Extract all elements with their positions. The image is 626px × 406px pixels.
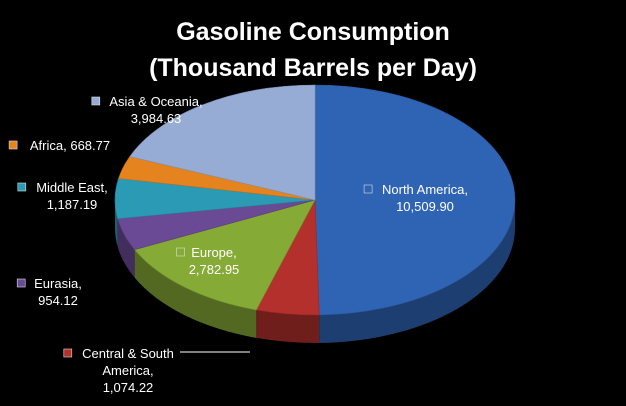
legend-key-marker — [176, 247, 185, 257]
chart-title-line-2: (Thousand Barrels per Day) — [149, 54, 477, 82]
data-label-text: North America, 10,509.90 — [382, 182, 468, 214]
data-label-north-america: North America, 10,509.90 — [363, 182, 468, 214]
data-label-text: Europe, 2,782.95 — [189, 245, 240, 277]
pie-slice-asia-and-oceania — [129, 84, 316, 201]
legend-key-marker — [8, 140, 18, 150]
legend-key-marker — [17, 182, 27, 192]
legend-key-marker — [63, 348, 73, 358]
chart-title: Gasoline Consumption (Thousand Barrels p… — [149, 18, 477, 82]
data-label-asia-and-oceania: Asia & Oceania, 3,984.63 — [91, 94, 203, 126]
legend-key-marker — [16, 278, 26, 288]
legend-key-marker — [363, 184, 373, 194]
data-label-text: Eurasia, 954.12 — [34, 276, 82, 308]
pie-slice-north-america — [314, 84, 516, 316]
chart-title-line-1: Gasoline Consumption — [176, 18, 450, 46]
pie-side-north-america — [319, 200, 515, 343]
data-label-eurasia: Eurasia, 954.12 — [16, 276, 82, 308]
pie-slices — [114, 84, 516, 316]
pie-side-walls — [115, 200, 515, 343]
pie-slice-europe — [134, 199, 316, 311]
pie-side-eurasia — [117, 218, 135, 278]
data-label-text: Asia & Oceania, 3,984.63 — [109, 94, 202, 126]
data-label-text: Africa, 668.77 — [30, 138, 110, 153]
pie-side-central-and-south-america — [256, 309, 320, 343]
legend-key-marker — [91, 96, 101, 106]
data-label-middle-east: Middle East, 1,187.19 — [17, 180, 108, 212]
data-label-text: Middle East, 1,187.19 — [36, 180, 108, 212]
data-label-text: Central & South America, 1,074.22 — [82, 346, 174, 395]
pie-data-labels: North America, 10,509.90 Central & South Am… — [8, 94, 468, 395]
data-label-europe: Europe, 2,782.95 — [176, 245, 240, 277]
pie-side-middle-east — [115, 200, 118, 247]
data-label-africa: Africa, 668.77 — [8, 138, 110, 153]
data-label-central-and-south-america: Central & South America, 1,074.22 — [63, 346, 250, 395]
pie-side-europe — [134, 249, 257, 338]
